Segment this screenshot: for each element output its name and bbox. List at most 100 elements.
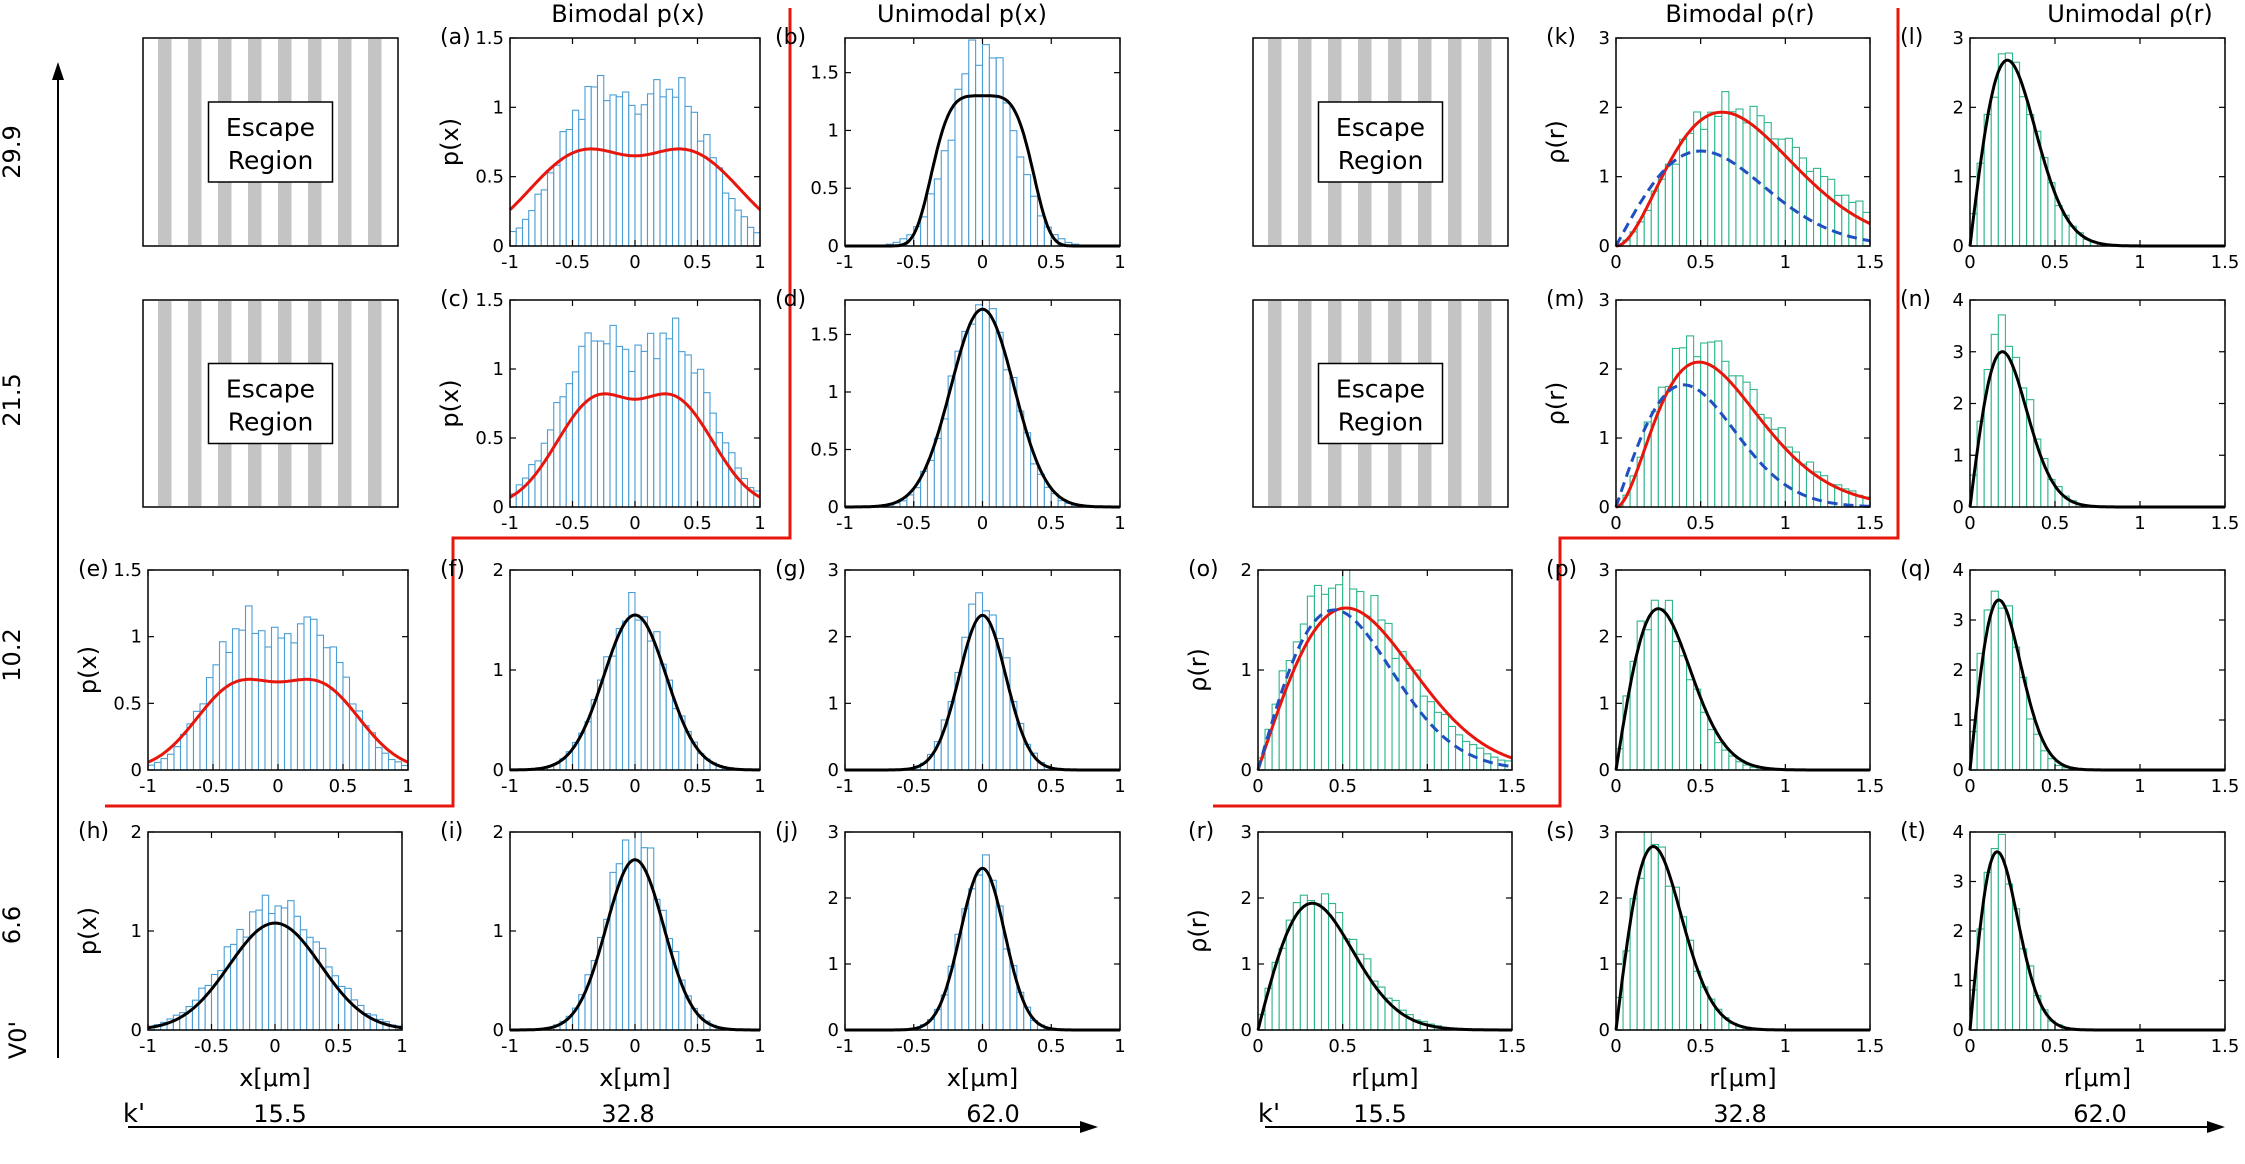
panel-s: 0 0.5 1 1.5 0 1 2 3 (s) r[μm] — [1546, 819, 1884, 1092]
hist-bar — [1735, 108, 1744, 247]
escape-diagram-left-row1: Escape Region — [142, 37, 399, 247]
hist-bar — [981, 299, 990, 508]
hist-bar — [290, 642, 299, 771]
hist-bar — [678, 351, 686, 508]
hist-bar — [721, 192, 730, 247]
escape-label-line2: Region — [228, 146, 314, 175]
hist-bar — [603, 343, 611, 508]
fit-curve-blue — [1256, 608, 1513, 771]
left-header-bimodal: Bimodal p(x) — [551, 0, 705, 28]
escape-label-line2: Region — [1338, 146, 1424, 175]
x-tick-label: 0 — [1610, 513, 1621, 534]
stripe — [368, 39, 382, 245]
hist-bar — [374, 747, 383, 771]
k-axis-left: k' 15.5 32.8 62.0 — [123, 1099, 1098, 1133]
hist-bar — [2011, 646, 2021, 771]
hist-bar — [287, 900, 295, 1031]
hist-bar — [179, 733, 188, 771]
k-left-level-1: 15.5 — [253, 1100, 306, 1128]
hist-bar — [173, 746, 182, 771]
hist-bar — [926, 459, 935, 508]
y-tick-label: 1 — [1599, 167, 1610, 188]
stripe — [1268, 39, 1282, 245]
escape-diagram-right-row2: Escape Region — [1252, 299, 1509, 508]
x-tick-label: 1 — [754, 252, 765, 273]
x-tick-label: 1 — [402, 776, 413, 797]
panel-letter: (b) — [775, 25, 806, 50]
x-tick-label: -1 — [501, 513, 519, 534]
y-tick-label: 0 — [1599, 497, 1610, 518]
y-tick-label: 1.5 — [810, 63, 839, 84]
panel-letter: (p) — [1546, 557, 1577, 582]
hist-bar — [615, 345, 624, 508]
hist-bar — [1841, 194, 1850, 247]
hist-bar — [344, 987, 352, 1031]
x-tick-label: 0.5 — [1037, 776, 1066, 797]
x-tick-label: -1 — [501, 252, 519, 273]
x-tick-label: -1 — [836, 513, 854, 534]
hist-bar — [1707, 729, 1716, 771]
hist-bar — [628, 104, 636, 247]
hist-bar — [740, 216, 749, 247]
y-tick-label: 0.5 — [810, 440, 839, 461]
y-tick-label: 1 — [1953, 971, 1964, 992]
hist-bar — [559, 396, 567, 508]
fit-curve-blue — [1614, 383, 1870, 508]
y-tick-label: 0 — [1953, 497, 1964, 518]
y-tick-label: 1 — [1953, 710, 1964, 731]
hist-bar — [515, 227, 524, 247]
hist-bar — [975, 304, 984, 508]
hist-bar — [715, 167, 724, 247]
escape-label-box — [207, 101, 334, 183]
x-tick-label: 0 — [1964, 252, 1975, 273]
hist-bar — [1356, 590, 1365, 771]
hist-bar — [1728, 111, 1737, 247]
y-tick-label: 0 — [1241, 760, 1252, 781]
x-tick-label: 0 — [1610, 776, 1621, 797]
hist-bar — [153, 761, 162, 771]
hist-bar — [913, 487, 922, 508]
y-tick-label: 0 — [1599, 760, 1610, 781]
left-header-unimodal: Unimodal p(x) — [877, 0, 1047, 28]
hist-bar — [316, 634, 325, 771]
hist-bar — [920, 216, 929, 247]
x-tick-label: 1 — [2134, 513, 2145, 534]
y-tick-label: 1 — [131, 921, 142, 942]
y-tick-label: 3 — [1599, 28, 1610, 49]
hist-bar — [1002, 369, 1011, 508]
hist-bar — [653, 79, 661, 247]
x-tick-label: -1 — [836, 252, 854, 273]
panel-letter: (c) — [440, 287, 469, 312]
escape-diagram-left-row2: Escape Region — [142, 299, 399, 508]
hist-bar — [653, 358, 661, 508]
panel-letter: (g) — [775, 557, 806, 582]
hist-bar — [1997, 314, 2006, 508]
x-tick-label: 0 — [629, 1036, 640, 1057]
k-left-level-3: 62.0 — [966, 1100, 1019, 1128]
hist-bar — [1657, 178, 1666, 247]
x-tick-label: 0 — [272, 776, 283, 797]
hist-bar — [609, 324, 617, 508]
hist-bar — [1455, 734, 1464, 771]
x-tick-label: 0 — [1252, 776, 1263, 797]
hist-bar — [2026, 718, 2035, 771]
hist-bar — [968, 323, 977, 508]
hist-bar — [634, 344, 642, 508]
fit-curve-red — [147, 677, 409, 764]
hist-bar — [249, 911, 257, 1031]
stripe — [188, 39, 202, 245]
x-tick-label: 1 — [1422, 776, 1433, 797]
hist-bar — [565, 383, 574, 508]
hist-bar — [1419, 695, 1428, 771]
v-level-4: 6.6 — [0, 906, 26, 944]
fit-curve-blue — [1614, 149, 1871, 247]
hist-bar — [721, 442, 730, 508]
hist-bar — [387, 758, 396, 771]
y-tick-label: 1 — [1241, 954, 1252, 975]
k-left-level-2: 32.8 — [601, 1100, 654, 1128]
hist-bar — [621, 620, 630, 771]
x-tick-label: 1.5 — [1856, 252, 1885, 273]
y-axis-title: p(x) — [74, 646, 102, 694]
hist-bar — [671, 708, 680, 771]
